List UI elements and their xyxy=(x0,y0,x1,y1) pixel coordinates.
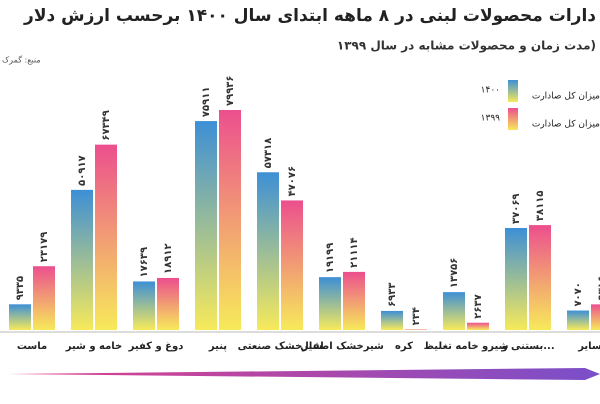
value-label: ۳۷۰۶۹ xyxy=(511,193,522,224)
value-label: ۶۹۳۳ xyxy=(387,282,398,306)
value-label: ۲۶۳۷ xyxy=(473,294,484,318)
bar xyxy=(33,266,55,330)
bar xyxy=(381,310,403,330)
bar xyxy=(157,277,179,330)
x-tick-label: شیرخشک صنعتی xyxy=(238,341,323,352)
value-label: ۷۹۹۳۶ xyxy=(225,75,236,106)
bar xyxy=(405,329,427,330)
value-label: ۱۸۹۱۲ xyxy=(163,243,174,274)
x-tick-label: کره xyxy=(395,341,413,352)
value-label: ۱۷۶۳۹ xyxy=(139,247,150,278)
x-tick-label: ماست xyxy=(17,341,47,352)
bar xyxy=(343,271,365,330)
legend-year: ۱۴۰۰ xyxy=(481,86,500,96)
x-tick-label: سایر xyxy=(577,341,600,352)
legend-swatch xyxy=(508,80,518,102)
value-label: ۹۳۱۶ xyxy=(597,276,600,300)
x-tick-label: بستنی و... xyxy=(500,341,554,352)
x-tick-label: شیرخشک اطفال xyxy=(300,341,384,352)
bar xyxy=(567,310,589,330)
value-label: ۷۵۹۱۱ xyxy=(201,87,212,118)
x-tick-label: دوغ و کفیر xyxy=(128,341,184,352)
legend-label: میزان کل صادارت xyxy=(532,120,600,130)
legend-year: ۱۳۹۹ xyxy=(481,114,501,124)
bar xyxy=(133,281,155,330)
bar xyxy=(443,292,465,330)
bar xyxy=(9,304,31,330)
value-label: ۱۹۱۹۹ xyxy=(325,243,336,274)
legend-label: میزان کل صادارت xyxy=(532,92,600,102)
bar xyxy=(71,189,93,330)
value-label: ۴۷۰۷۶ xyxy=(287,166,298,197)
value-label: ۷۰۷۰ xyxy=(573,282,584,306)
value-label: ۶۷۳۴۹ xyxy=(101,110,112,141)
bar xyxy=(281,200,303,330)
source: منبع: گمرک xyxy=(2,55,41,65)
bar xyxy=(95,144,117,330)
value-label: ۵۷۳۱۸ xyxy=(263,138,274,169)
legend-swatch xyxy=(508,108,518,130)
bar xyxy=(529,225,551,330)
bar xyxy=(505,227,527,330)
chart-title: دارات محصولات لبنی در ۸ ماهه ابتدای سال … xyxy=(23,6,596,26)
value-label: ۵۰۹۱۷ xyxy=(77,155,88,186)
value-label: ۹۳۳۵ xyxy=(15,276,26,300)
x-tick-label: پنیر xyxy=(208,341,227,352)
bar xyxy=(219,110,241,330)
value-label: ۲۳۴ xyxy=(411,307,422,325)
bar xyxy=(257,172,279,330)
value-label: ۳۸۱۱۵ xyxy=(535,191,546,222)
value-label: ۲۳۱۷۹ xyxy=(39,232,50,263)
bar xyxy=(591,304,600,330)
value-label: ۱۳۷۵۶ xyxy=(449,258,460,289)
bar xyxy=(195,121,217,331)
value-label: ۲۱۱۱۴ xyxy=(349,237,360,268)
arrow xyxy=(8,368,600,380)
chart-subtitle: مدت زمان و محصولات مشابه در سال ۱۳۹۹) xyxy=(337,39,596,54)
bar xyxy=(319,277,341,330)
x-tick-label: شیرو خامه تغلیظ xyxy=(424,341,509,352)
bar xyxy=(467,322,489,330)
x-tick-label: خامه و شیر xyxy=(65,341,123,352)
